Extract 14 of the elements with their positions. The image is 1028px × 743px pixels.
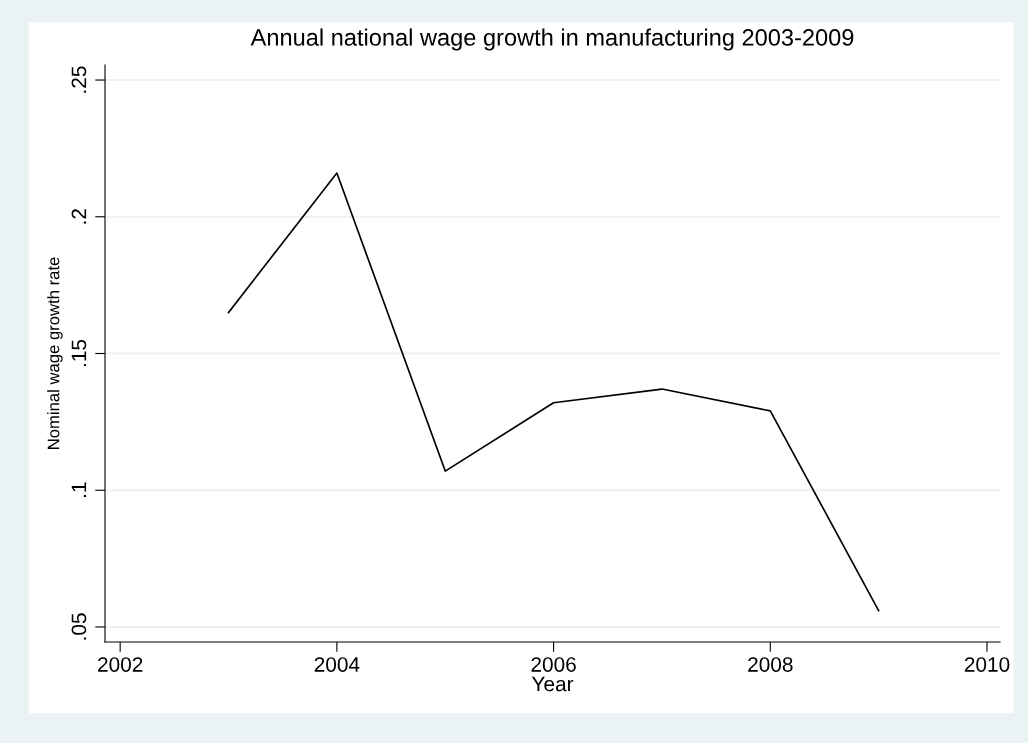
y-tick-label: .05: [71, 613, 87, 640]
y-tick-label: .25: [71, 66, 87, 93]
x-tick-label: 2010: [964, 657, 1010, 672]
line-series: [227, 172, 880, 612]
x-tick-label: 2002: [98, 657, 143, 672]
chart-title: Annual national wage growth in manufacturing 2003-2009: [250, 28, 854, 51]
y-axis-title: Nominal wage growth rate: [47, 257, 63, 449]
y-tick-label: .2: [71, 209, 87, 224]
x-axis-title: Year: [531, 676, 574, 692]
y-tick-label: .1: [71, 482, 87, 498]
x-tick-label: 2008: [748, 657, 793, 672]
x-tick-label: 2006: [531, 657, 576, 672]
x-tick-label: 2004: [314, 657, 360, 672]
y-tick-label: .15: [71, 339, 87, 367]
